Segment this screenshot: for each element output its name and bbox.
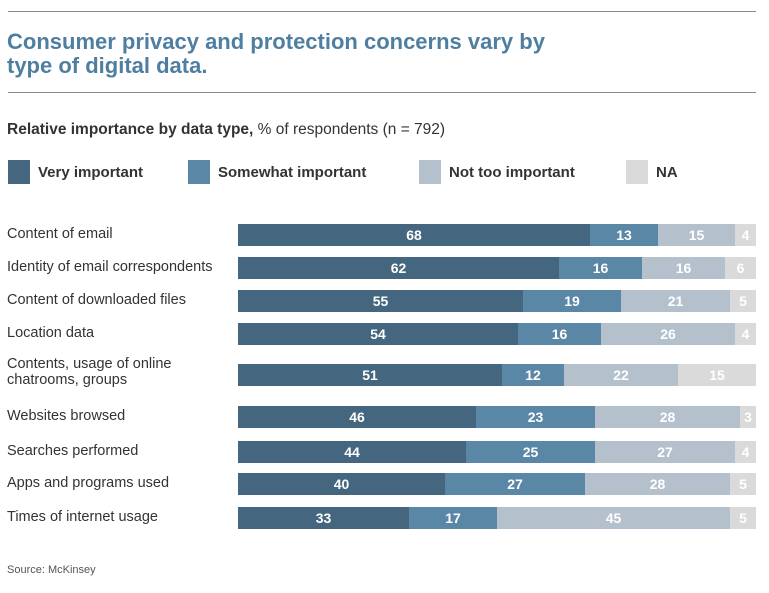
bar-segment: 23 [476, 406, 595, 428]
bar-segment: 46 [238, 406, 476, 428]
bar-segment: 16 [518, 323, 601, 345]
bar-segment: 26 [601, 323, 735, 345]
bar-segment: 16 [642, 257, 725, 279]
bar-segment: 5 [730, 290, 756, 312]
bar-segment: 28 [585, 473, 730, 495]
bar-row: 54 16 26 4 [238, 323, 756, 345]
bar-segment: 27 [445, 473, 585, 495]
bar-segment: 19 [523, 290, 621, 312]
category-label: Content of email [7, 226, 113, 242]
legend-swatch [8, 160, 30, 184]
bar-segment: 5 [730, 473, 756, 495]
legend-swatch [419, 160, 441, 184]
bar-segment: 25 [466, 441, 595, 463]
title-rule [8, 92, 756, 93]
bar-row: 33 17 45 5 [238, 507, 756, 529]
bar-segment: 6 [725, 257, 756, 279]
bar-segment: 55 [238, 290, 523, 312]
bar-segment: 33 [238, 507, 409, 529]
bar-row: 62 16 16 6 [238, 257, 756, 279]
chart-subtitle: Relative importance by data type, % of r… [7, 121, 445, 139]
category-label: Times of internet usage [7, 509, 158, 525]
legend-label: Not too important [449, 164, 575, 181]
bar-segment: 17 [409, 507, 497, 529]
category-label: Contents, usage of online chatrooms, gro… [7, 356, 172, 388]
bar-row: 55 19 21 5 [238, 290, 756, 312]
source-note: Source: McKinsey [7, 564, 96, 576]
category-label: Apps and programs used [7, 475, 170, 491]
bar-segment: 44 [238, 441, 466, 463]
bar-segment: 4 [735, 224, 756, 246]
bar-segment: 21 [621, 290, 730, 312]
legend-label: NA [656, 164, 678, 181]
bar-segment: 4 [735, 441, 756, 463]
bar-segment: 3 [740, 406, 756, 428]
category-label: Websites browsed [7, 408, 126, 424]
bar-segment: 62 [238, 257, 559, 279]
legend-swatch [626, 160, 648, 184]
bar-segment: 27 [595, 441, 735, 463]
bar-segment: 15 [678, 364, 756, 386]
subtitle-rest: % of respondents (n = 792) [253, 121, 446, 138]
legend-label: Very important [38, 164, 144, 181]
top-rule [8, 11, 756, 12]
bar-segment: 5 [730, 507, 756, 529]
subtitle-bold: Relative importance by data type, [7, 121, 254, 138]
bar-row: 46 23 28 3 [238, 406, 756, 428]
bar-segment: 45 [497, 507, 730, 529]
bar-segment: 15 [658, 224, 735, 246]
bar-row: 44 25 27 4 [238, 441, 756, 463]
legend-swatch [188, 160, 210, 184]
category-label: Searches performed [7, 443, 139, 459]
bar-segment: 54 [238, 323, 518, 345]
legend-label: Somewhat important [218, 164, 367, 181]
bar-segment: 40 [238, 473, 445, 495]
category-label: Location data [7, 325, 95, 341]
bar-segment: 4 [735, 323, 756, 345]
bar-segment: 16 [559, 257, 642, 279]
bar-row: 51 12 22 15 [238, 364, 756, 386]
bar-segment: 51 [238, 364, 502, 386]
bar-row: 68 13 15 4 [238, 224, 756, 246]
bar-segment: 68 [238, 224, 590, 246]
chart-title: Consumer privacy and protection concerns… [7, 29, 545, 78]
bar-segment: 13 [590, 224, 658, 246]
bar-row: 40 27 28 5 [238, 473, 756, 495]
bar-segment: 28 [595, 406, 740, 428]
category-label: Identity of email correspondents [7, 259, 213, 275]
bar-segment: 22 [564, 364, 678, 386]
bar-segment: 12 [502, 364, 564, 386]
category-label: Content of downloaded files [7, 292, 186, 308]
